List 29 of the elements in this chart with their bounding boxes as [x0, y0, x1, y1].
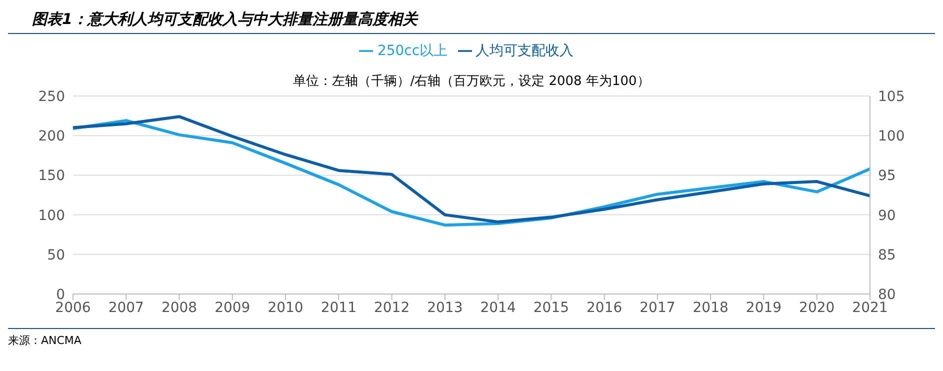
chart-subtitle: 单位：左轴（千辆）/右轴（百万欧元，设定 2008 年为100）	[292, 73, 651, 90]
chart-title: 图表1：意大利人均可支配收入与中大排量注册量高度相关	[8, 8, 935, 34]
x-tick-label: 2015	[533, 300, 570, 316]
x-tick-label: 2009	[214, 300, 250, 316]
x-tick-label: 2014	[480, 300, 516, 316]
y2-tick-label: 100	[878, 128, 905, 145]
y2-tick-label: 105	[878, 88, 905, 105]
x-tick-label: 2019	[746, 300, 782, 316]
x-tick-label: 2010	[268, 300, 304, 316]
y-tick-label: 250	[38, 88, 65, 105]
legend-label: 人均可支配收入	[476, 43, 574, 59]
x-tick-label: 2012	[374, 300, 410, 316]
x-tick-label: 2013	[427, 300, 463, 316]
y-tick-label: 200	[38, 128, 65, 145]
x-tick-label: 2020	[799, 300, 835, 316]
y-tick-label: 50	[47, 247, 65, 264]
x-tick-label: 2011	[320, 300, 356, 316]
y-tick-label: 100	[38, 208, 65, 224]
x-tick-label: 2017	[640, 300, 676, 316]
x-tick-label: 2008	[161, 300, 198, 316]
x-tick-label: 2018	[692, 300, 728, 316]
legend-label: 250cc以上	[377, 43, 448, 59]
y2-tick-label: 95	[878, 168, 896, 184]
y2-tick-label: 90	[878, 208, 896, 224]
source-note: 来源：ANCMA	[8, 328, 935, 348]
x-tick-label: 2016	[586, 300, 622, 316]
x-tick-label: 2007	[108, 300, 144, 316]
y-tick-label: 150	[38, 168, 65, 184]
y2-tick-label: 85	[878, 247, 896, 264]
